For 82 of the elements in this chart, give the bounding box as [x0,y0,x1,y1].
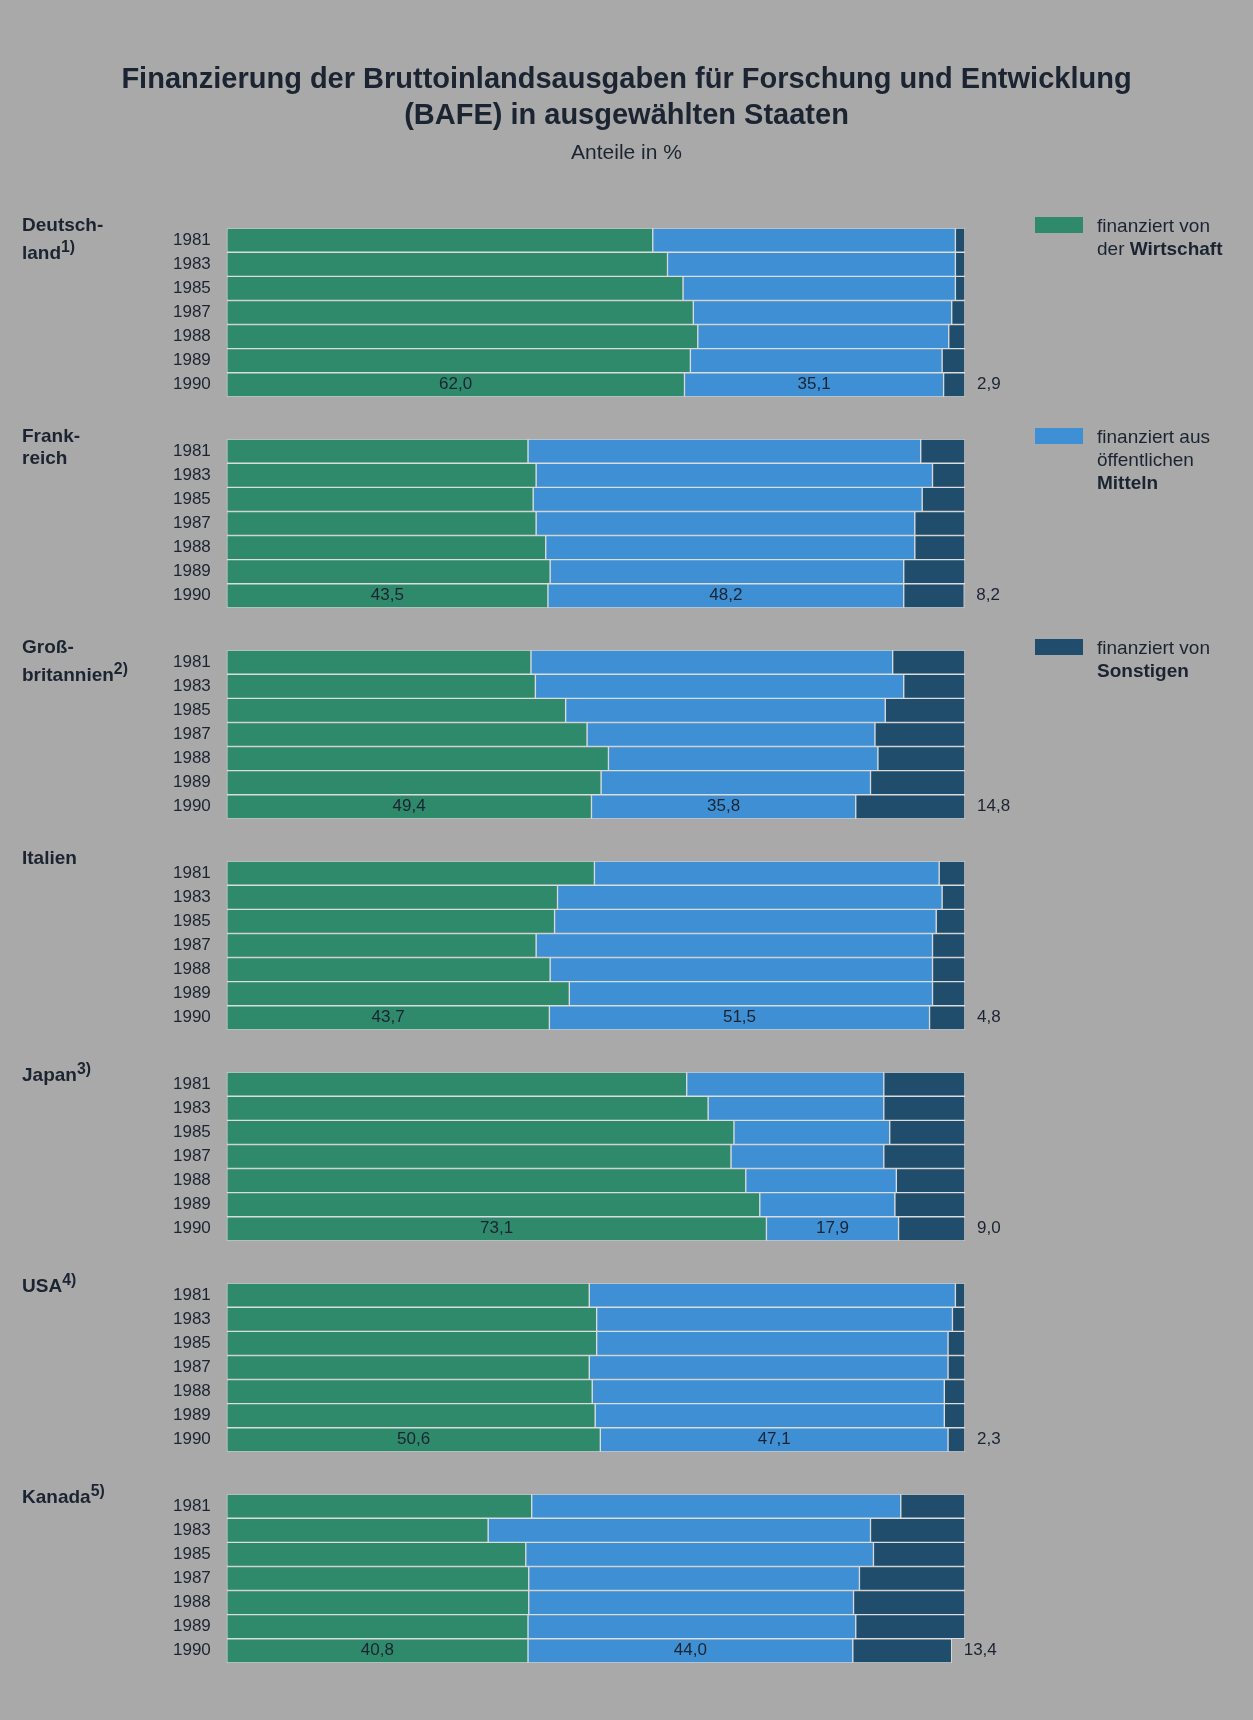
y-tick-label: 1988 [172,1381,211,1401]
data-label: 35,8 [707,796,741,816]
y-tick-label: 1985 [172,1544,211,1564]
y-tick-label: 1988 [172,1592,211,1612]
y-tick-label: 1988 [172,748,211,768]
y-tick-label: 1990 [172,1007,211,1027]
y-tick-label: 1988 [172,959,211,979]
data-label: 73,1 [480,1218,514,1238]
data-label: 50,6 [397,1429,431,1449]
data-label: 40,8 [360,1640,394,1660]
y-tick-label: 1989 [172,1405,211,1425]
data-label: 62,0 [439,374,473,394]
data-label: 17,9 [815,1218,850,1238]
y-tick-label: 1985 [172,700,211,720]
legend-label: finanziert von Sonstigen [1097,636,1211,682]
y-tick-label: 1983 [172,1520,211,1540]
y-tick-label: 1987 [172,1568,211,1588]
y-tick-label: 1987 [172,1146,211,1166]
data-label: 8,2 [976,585,1000,605]
y-axis-title: Deutsch- land$^{1)}$ [21,213,105,266]
y-tick-label: 1989 [172,1616,211,1636]
y-tick-label: 1989 [172,772,211,792]
y-tick-label: 1983 [172,1309,211,1329]
y-tick-label: 1989 [172,983,211,1003]
y-tick-label: 1988 [172,537,211,557]
data-label: 44,0 [673,1640,707,1660]
y-tick-label: 1981 [172,651,211,671]
chart-title: Finanzierung der Bruttoinlandsausgaben für Forschung und Entwicklung (BAFE) in ausgewählten Staaten [120,61,1133,132]
y-axis-title: Frank- reich [21,424,82,470]
data-label: 13,4 [963,1640,997,1660]
y-axis-title: Japan$^{3)}$ [21,1059,92,1088]
y-tick-label: 1983 [172,1098,211,1118]
y-tick-label: 1990 [172,796,211,816]
y-axis-title: Kanada$^{5)}$ [21,1481,106,1510]
data-label: 2,3 [977,1429,1001,1449]
y-tick-label: 1990 [172,1218,211,1238]
y-axis-title: Groß- britannien$^{2)}$ [21,635,129,688]
data-label: 48,2 [709,585,743,605]
y-tick-label: 1988 [172,1170,211,1190]
y-tick-label: 1981 [172,1073,211,1093]
y-tick-label: 1983 [172,887,211,907]
y-axis-title: USA$^{4)}$ [21,1270,78,1299]
y-tick-label: 1990 [172,1640,211,1660]
y-tick-label: 1985 [172,278,211,298]
y-tick-label: 1990 [172,1429,211,1449]
y-tick-label: 1983 [172,676,211,696]
data-label: 49,4 [392,796,426,816]
y-axis-title: Italien [21,846,78,870]
y-tick-label: 1987 [172,513,211,533]
y-tick-label: 1987 [172,935,211,955]
y-tick-label: 1987 [172,1357,211,1377]
data-label: 47,1 [757,1429,791,1449]
y-tick-label: 1988 [172,326,211,346]
legend-label: finanziert von der Wirtschaft [1097,214,1224,260]
y-tick-label: 1985 [172,489,211,509]
data-label: 4,8 [977,1007,1001,1027]
legend-label: finanziert aus öffentlichen Mitteln [1097,425,1211,494]
data-label: 43,5 [370,585,404,605]
y-tick-label: 1989 [172,350,211,370]
y-tick-label: 1990 [172,374,211,394]
y-tick-label: 1983 [172,254,211,274]
data-label: 9,0 [977,1218,1001,1238]
y-tick-label: 1990 [172,585,211,605]
y-tick-label: 1989 [172,561,211,581]
data-label: 35,1 [797,374,831,394]
data-label: 43,7 [371,1007,405,1027]
data-label: 51,5 [722,1007,757,1027]
y-tick-label: 1981 [172,1495,211,1515]
y-tick-label: 1981 [172,229,211,249]
y-tick-label: 1983 [172,465,211,485]
y-tick-label: 1987 [172,302,211,322]
y-tick-label: 1987 [172,724,211,744]
y-tick-label: 1981 [172,862,211,882]
y-tick-label: 1989 [172,1194,211,1214]
y-tick-label: 1985 [172,911,211,931]
data-label: 2,9 [977,374,1001,394]
y-tick-label: 1985 [172,1122,211,1142]
chart-subtitle: Anteile in % [570,140,683,164]
y-tick-label: 1981 [172,1284,211,1304]
y-tick-label: 1981 [172,440,211,460]
data-label: 14,8 [977,796,1011,816]
y-tick-label: 1985 [172,1333,211,1353]
